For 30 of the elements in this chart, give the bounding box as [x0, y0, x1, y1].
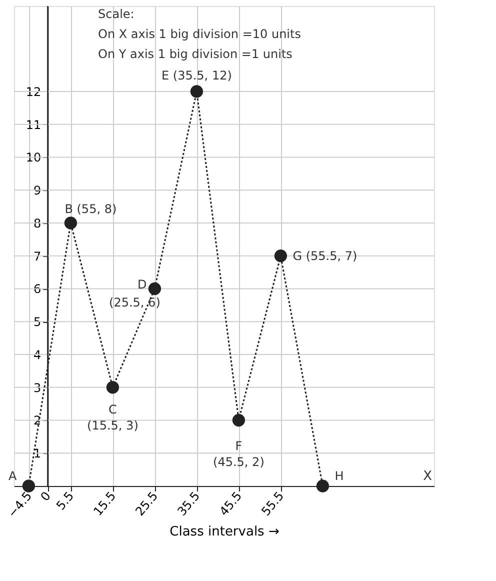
point — [106, 381, 120, 394]
annotation: A — [8, 469, 18, 483]
point — [148, 282, 162, 296]
annotation: B (55, 8) — [64, 202, 117, 216]
annotation: E (35.5, 12) — [162, 68, 232, 82]
x-axis-title: Class intervals → — [170, 524, 280, 540]
point — [316, 480, 330, 492]
x-tick-label: 0 — [38, 489, 54, 504]
y-tick-label: 5 — [33, 315, 42, 330]
annotation: G (55.5, 7) — [292, 248, 358, 263]
annotation: C — [108, 402, 117, 416]
point — [274, 250, 288, 262]
annotation: (45.5, 2) — [213, 455, 264, 470]
annotation: X — [423, 469, 432, 484]
annotation: On X axis 1 big division =10 units — [98, 27, 301, 41]
point — [64, 216, 78, 230]
point — [22, 480, 36, 492]
x-tick-label: 5.5 — [54, 489, 77, 513]
annotation: (15.5, 3) — [87, 418, 138, 432]
point — [190, 85, 204, 98]
point — [232, 414, 246, 427]
annotation: On Y axis 1 big division =1 units — [98, 47, 292, 61]
annotation: (25.5, 6) — [109, 296, 160, 310]
annotation: D — [137, 278, 147, 292]
y-tick-label: 1 — [33, 446, 42, 461]
y-tick-label: 10 — [26, 150, 42, 165]
annotation: H — [334, 469, 344, 483]
annotation: F — [235, 439, 242, 454]
annotation: Scale: — [98, 7, 134, 21]
y-tick-label: 11 — [26, 118, 42, 132]
